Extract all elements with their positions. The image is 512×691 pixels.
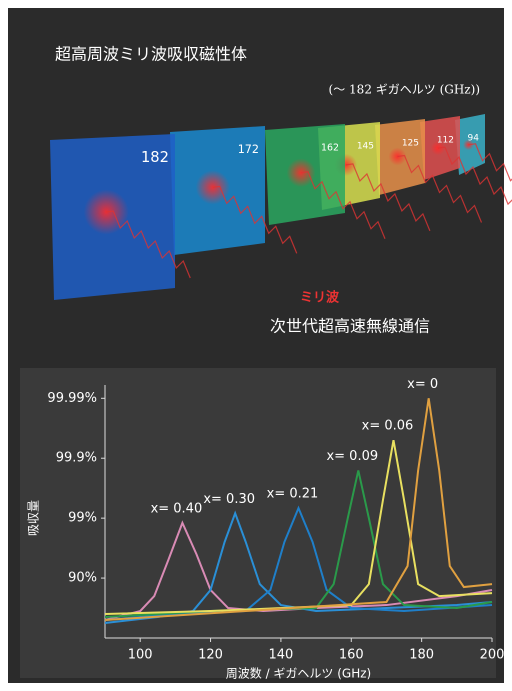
y-tick-label: 90% <box>68 571 97 586</box>
panel-label: 182 <box>141 149 169 166</box>
panel-label: 145 <box>357 142 374 152</box>
x-tick-label: 100 <box>128 648 153 663</box>
series-label: x= 0.30 <box>203 492 255 507</box>
wave-label: ミリ波 <box>300 290 340 306</box>
y-tick-label: 99% <box>68 511 97 526</box>
x-tick-label: 160 <box>339 648 364 663</box>
series-label: x= 0.06 <box>362 419 414 434</box>
figure: 超高周波ミリ波吸収磁性体 (～ 182 ギガヘルツ (GHz)) ミリ波 次世代… <box>0 0 512 691</box>
x-tick-label: 200 <box>480 648 505 663</box>
illustration-subtitle: (～ 182 ギガヘルツ (GHz)) <box>329 83 480 97</box>
panel-label: 162 <box>321 143 339 154</box>
series-label: x= 0.40 <box>151 501 203 516</box>
panel-label: 112 <box>437 136 454 146</box>
x-tick-label: 180 <box>409 648 434 663</box>
panel-label: 94 <box>468 134 480 144</box>
series-label: x= 0 <box>407 377 438 392</box>
panel-label: 125 <box>402 139 419 149</box>
panel-label: 172 <box>238 143 259 156</box>
caption: 次世代超高速無線通信 <box>270 317 430 336</box>
series-label: x= 0.09 <box>326 449 378 464</box>
y-tick-label: 99.99% <box>47 391 97 406</box>
series-label: x= 0.21 <box>267 487 319 502</box>
page: {"illustration": {"title": "超高周波ミリ波吸収磁性体… <box>0 0 512 691</box>
y-axis-label: 吸収量 <box>27 500 41 536</box>
y-tick-label: 99.9% <box>56 451 97 466</box>
x-tick-label: 120 <box>198 648 223 663</box>
x-axis-label: 周波数 / ギガヘルツ (GHz) <box>226 666 371 681</box>
illustration-title: 超高周波ミリ波吸収磁性体 <box>55 45 247 64</box>
x-tick-label: 140 <box>268 648 293 663</box>
